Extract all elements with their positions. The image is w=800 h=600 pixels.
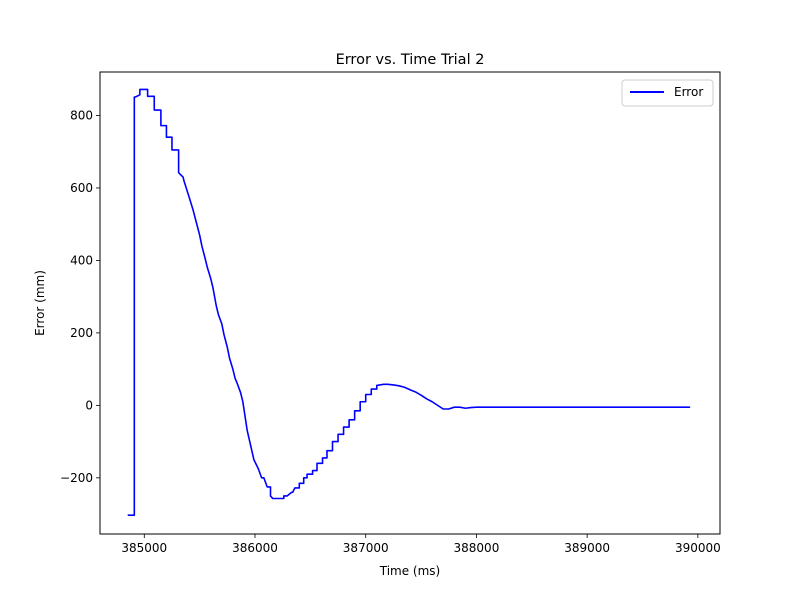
legend-label: Error <box>674 85 703 99</box>
x-axis-ticks: 385000 386000 387000 388000 389000 390000 <box>121 534 721 555</box>
y-tick-label: 800 <box>70 108 93 122</box>
series-line-0 <box>127 88 691 516</box>
x-axis-label: Time (ms) <box>379 564 441 578</box>
y-tick-label: −200 <box>60 471 93 485</box>
y-tick-label: 400 <box>70 253 93 267</box>
x-tick-label: 389000 <box>564 541 610 555</box>
chart-title: Error vs. Time Trial 2 <box>336 52 485 68</box>
plot-area <box>127 88 691 516</box>
x-tick-label: 390000 <box>675 541 721 555</box>
x-tick-label: 387000 <box>343 541 389 555</box>
x-tick-label: 388000 <box>454 541 500 555</box>
x-tick-label: 385000 <box>121 541 167 555</box>
y-axis-ticks: −200 0 200 400 600 800 <box>60 108 100 485</box>
y-tick-label: 0 <box>85 398 93 412</box>
x-tick-label: 386000 <box>232 541 278 555</box>
y-axis-label: Error (mm) <box>33 270 47 336</box>
y-tick-label: 200 <box>70 326 93 340</box>
legend: Error <box>621 79 714 107</box>
y-tick-label: 600 <box>70 181 93 195</box>
legend-box <box>621 79 714 107</box>
axes-frame <box>99 71 721 535</box>
